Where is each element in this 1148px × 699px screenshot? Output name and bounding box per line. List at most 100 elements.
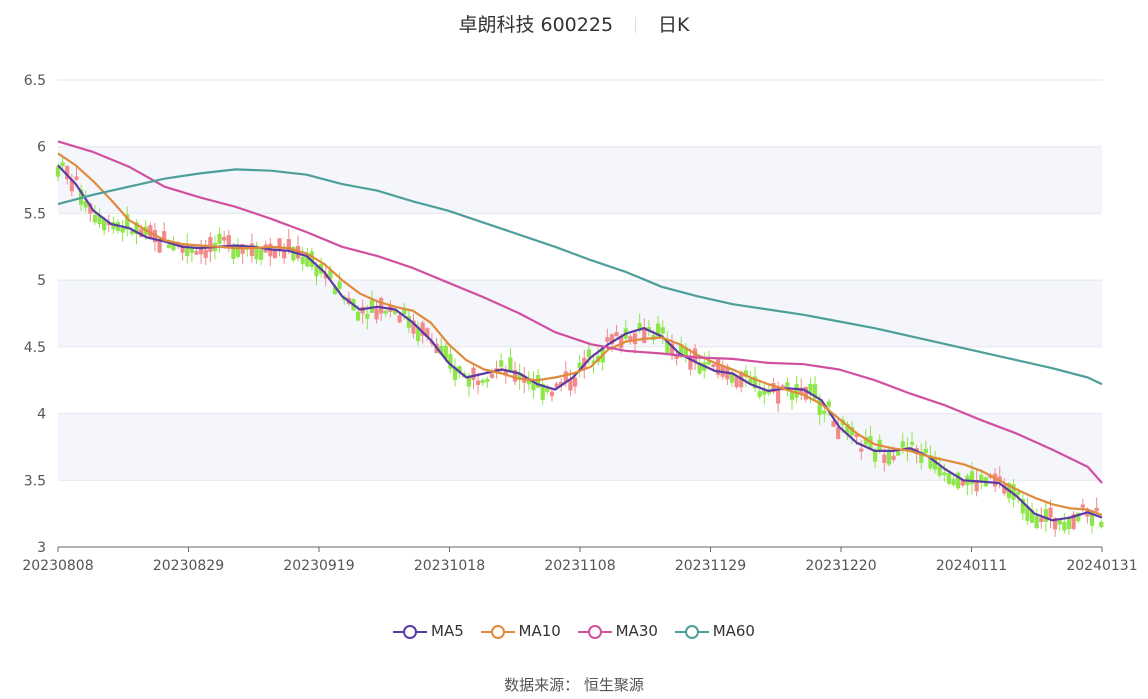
x-tick-label: 20230808 (22, 558, 93, 574)
legend-ma60[interactable]: MA60 (674, 622, 755, 640)
candle-body (129, 230, 134, 234)
candle-body (646, 327, 651, 332)
candle-body (157, 238, 162, 253)
candle-body (203, 249, 208, 258)
candle-body (526, 378, 531, 385)
candle-body (249, 243, 254, 257)
candle-body (379, 298, 384, 314)
candle-body (254, 245, 259, 260)
candle-body (295, 245, 301, 259)
candle-body (425, 328, 430, 337)
candle-body (997, 476, 1002, 482)
candle-body (83, 201, 88, 208)
candle-body (1094, 507, 1099, 512)
candle-body (780, 385, 785, 389)
candle-body (189, 246, 194, 253)
y-tick-label: 4 (37, 407, 46, 423)
candle-body (102, 218, 107, 231)
candle-body (97, 215, 102, 224)
candle-body (166, 244, 171, 248)
candle-body (706, 361, 712, 365)
candle-body (217, 233, 222, 244)
candle-body (771, 383, 776, 393)
candle-body (817, 398, 822, 415)
candle-body (1025, 505, 1030, 521)
candle-body (928, 455, 933, 469)
candle-body (531, 380, 536, 391)
candle-body (554, 383, 559, 388)
legend-ma5[interactable]: MA5 (393, 622, 464, 640)
candle-body (355, 311, 361, 321)
candle-body (896, 451, 901, 456)
candle-body (757, 391, 762, 397)
candle-body (803, 386, 808, 400)
candle-body (512, 369, 518, 382)
candle-body (660, 327, 665, 334)
candle-body (711, 364, 716, 368)
candle-body (199, 245, 204, 255)
candle-body (162, 231, 167, 241)
candle-body (766, 390, 772, 394)
series-line-ma30 (57, 140, 1103, 484)
candle-body (1029, 510, 1035, 523)
candle-body (185, 243, 190, 257)
candle-body (845, 423, 850, 434)
candle-body (1080, 504, 1085, 508)
candle-body (443, 345, 448, 360)
candle-body (669, 343, 675, 355)
candle-body (776, 388, 781, 404)
candle-body (577, 362, 582, 368)
candle-body (517, 373, 522, 380)
candle-body (309, 251, 314, 267)
legend-ma30[interactable]: MA30 (577, 622, 658, 640)
candle-body (92, 214, 98, 223)
period-label[interactable]: 日K (658, 14, 690, 36)
candle-body (951, 478, 956, 486)
candle-body (1071, 514, 1076, 529)
candle-body (208, 237, 213, 252)
candle-body (138, 229, 144, 237)
candle-body (439, 345, 444, 355)
legend-ma10-marker (480, 625, 515, 639)
candle-body (415, 326, 421, 342)
candle-body (872, 449, 878, 462)
grid-band (58, 280, 1102, 347)
candle-body (286, 239, 291, 251)
candle-body (332, 286, 338, 295)
candle-body (656, 323, 661, 337)
candle-body (863, 437, 868, 445)
candle-body (1066, 518, 1072, 529)
candle-body (886, 451, 892, 465)
candle-body (891, 455, 896, 460)
candle-body (475, 380, 481, 385)
candle-body (628, 336, 633, 341)
candle-body (420, 322, 425, 336)
candle-body (457, 366, 462, 374)
candle-body (402, 307, 407, 315)
x-tick-label: 20230919 (283, 558, 354, 574)
legend-ma10[interactable]: MA10 (480, 622, 561, 640)
legend-ma30-marker (577, 625, 612, 639)
x-tick-label: 20231220 (805, 558, 876, 574)
title-divider (635, 17, 637, 33)
candle-body (1076, 512, 1081, 522)
data-source: 数据来源： 恒生聚源 (504, 676, 644, 694)
candle-body (106, 221, 111, 226)
candle-body (337, 281, 342, 289)
candle-body (993, 473, 998, 487)
candle-body (485, 379, 490, 382)
candle-body (794, 384, 799, 398)
candle-body (614, 331, 619, 337)
candle-body (69, 179, 74, 192)
x-tick-label: 20231108 (544, 558, 615, 574)
x-tick-label: 20231129 (675, 558, 746, 574)
candle-body (674, 354, 679, 359)
candle-body (448, 353, 453, 369)
candle-body (120, 228, 125, 233)
candle-body (762, 389, 767, 395)
candle-body (586, 349, 591, 358)
series-line-ma10 (57, 152, 1103, 517)
y-tick-label: 3.5 (24, 473, 46, 489)
candle-body (748, 378, 753, 383)
candle-body (466, 375, 471, 387)
